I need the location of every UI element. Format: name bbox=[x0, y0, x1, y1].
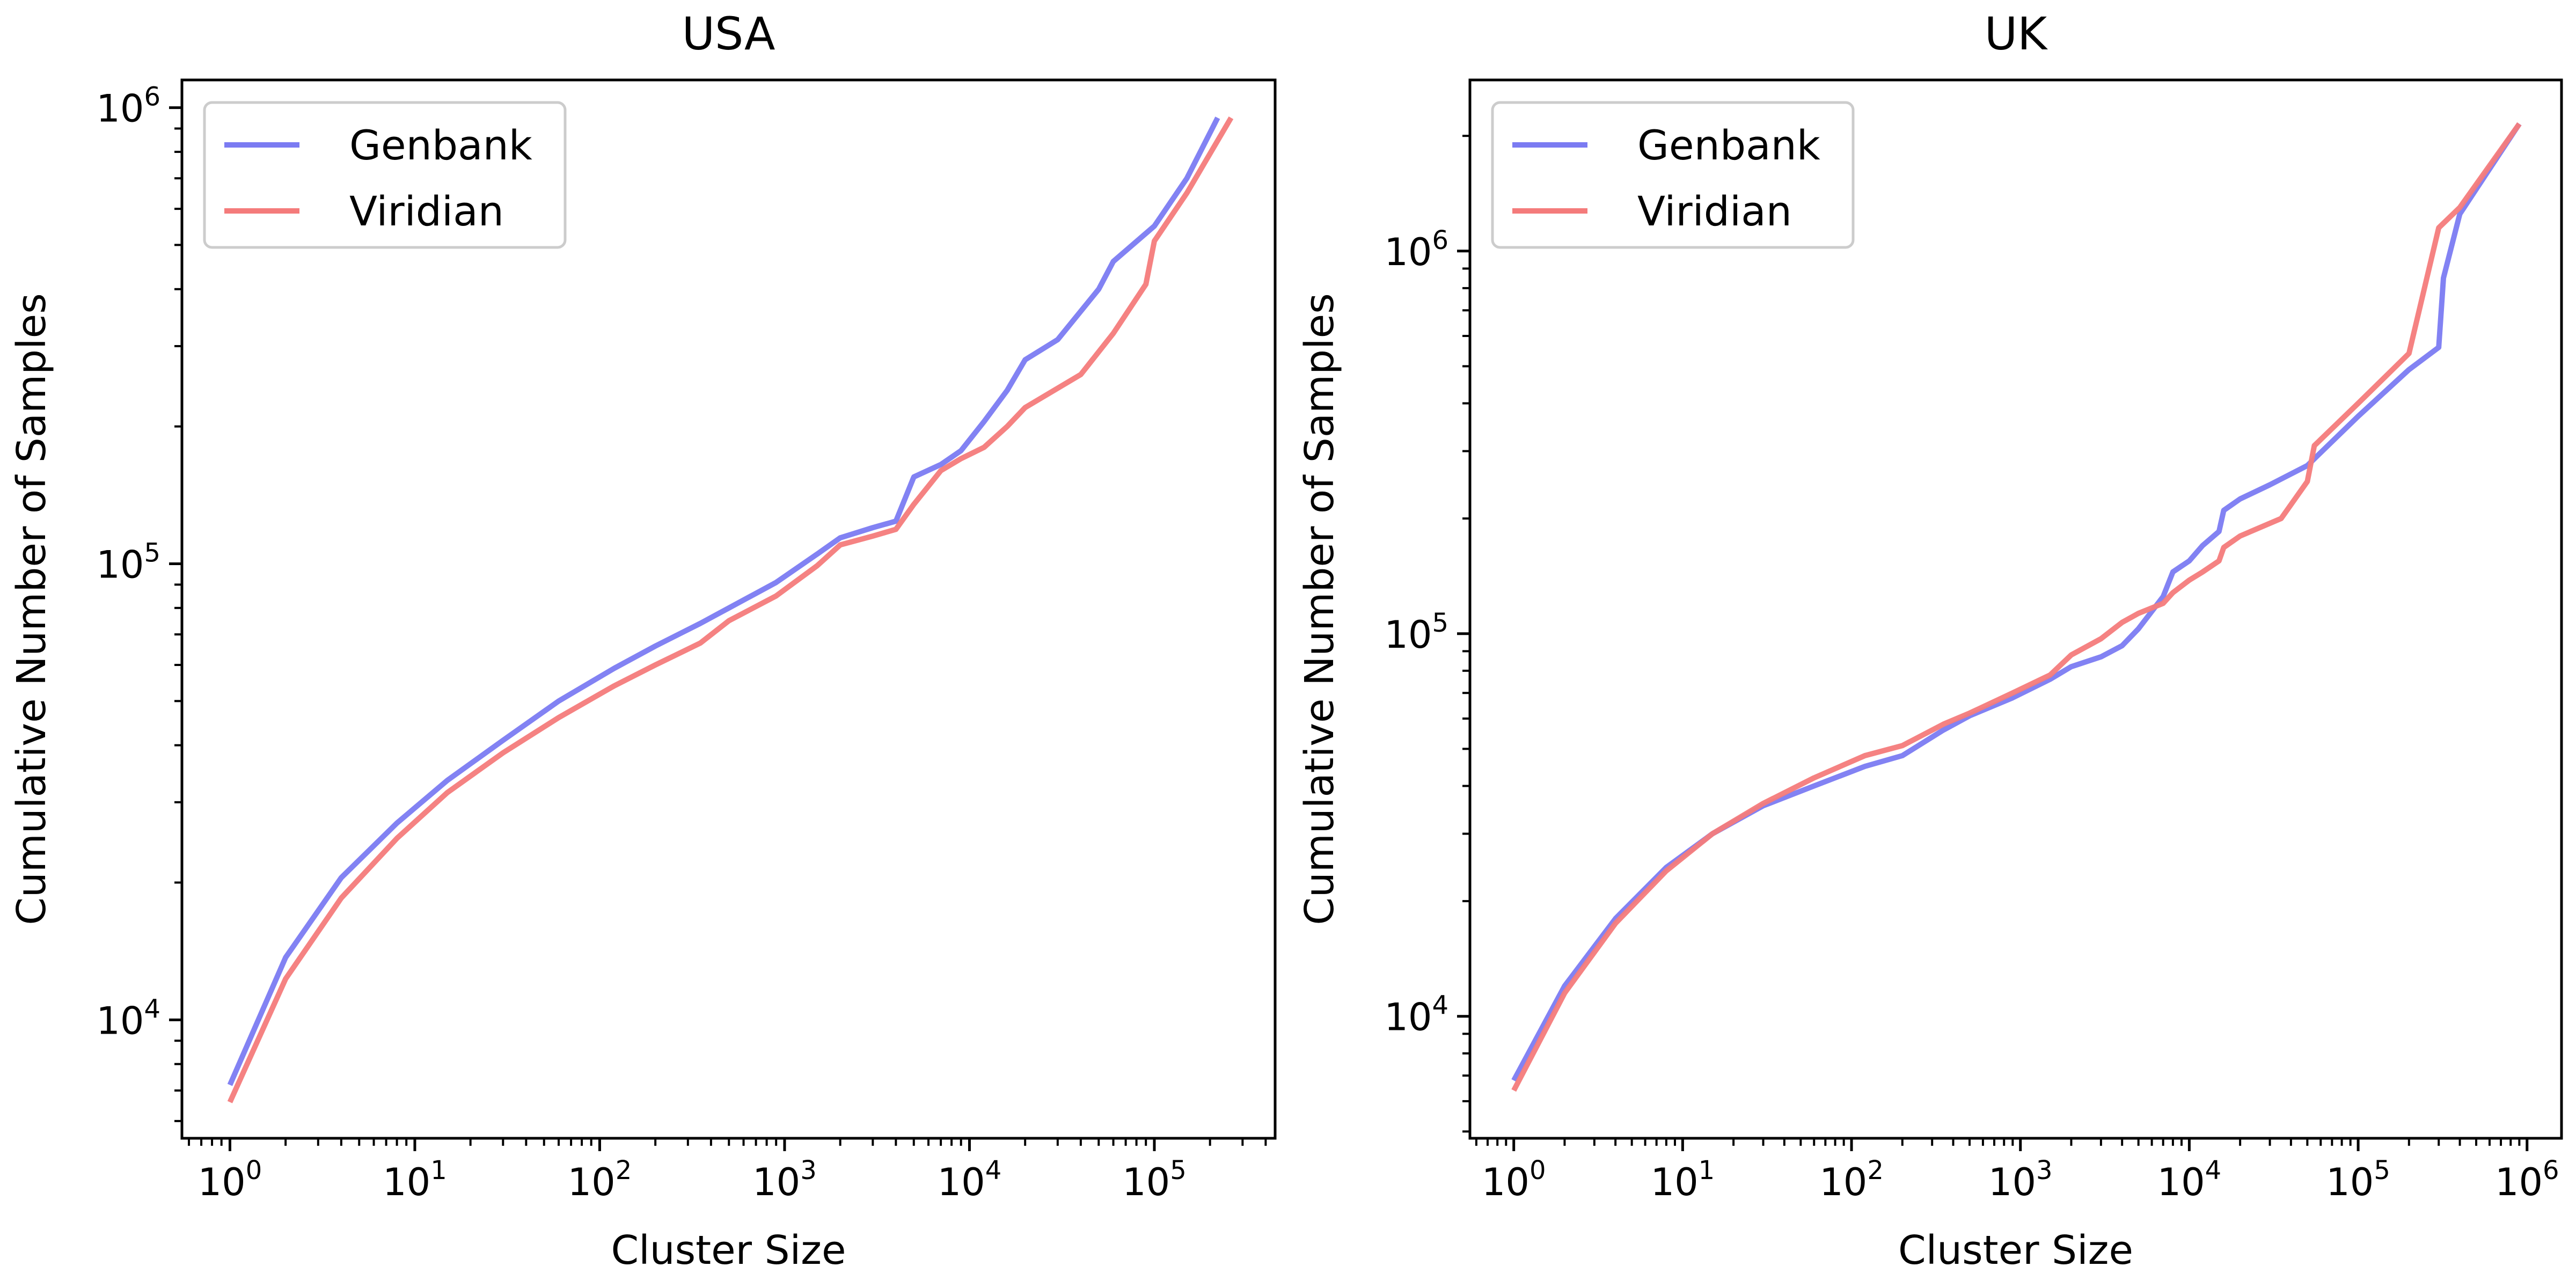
legend-label: Genbank bbox=[1637, 121, 1820, 169]
x-tick-label: 100 bbox=[1482, 1155, 1546, 1204]
legend: Genbank Viridian bbox=[203, 101, 567, 249]
x-tick-label: 103 bbox=[752, 1155, 817, 1204]
legend-label: Viridian bbox=[349, 187, 504, 235]
y-tick-label: 104 bbox=[1384, 991, 1448, 1040]
series-lines bbox=[227, 116, 1234, 1103]
series-line-viridian bbox=[227, 116, 1234, 1103]
legend: Genbank Viridian bbox=[1491, 101, 1855, 249]
x-tick-label: 101 bbox=[383, 1155, 447, 1204]
uk-panel: UK 100 101 102 103 104 105 106 104 105 106 Cluster … bbox=[1297, 8, 2563, 1274]
x-axis: 100 101 102 103 104 105 106 bbox=[1475, 1138, 2559, 1204]
axes-frame bbox=[1468, 78, 2563, 1140]
series-line-genbank bbox=[1511, 122, 2522, 1082]
y-axis-label: Cumulative Number of Samples bbox=[9, 293, 55, 925]
x-tick-label: 104 bbox=[938, 1155, 1002, 1204]
y-tick-label: 105 bbox=[96, 538, 160, 587]
y-tick-label: 104 bbox=[96, 994, 160, 1043]
y-axis: 104 105 106 bbox=[96, 82, 182, 1122]
x-axis: 100 101 102 103 104 105 bbox=[188, 1138, 1267, 1204]
x-tick-label: 105 bbox=[1122, 1155, 1187, 1204]
x-tick-label: 102 bbox=[1819, 1155, 1884, 1204]
series-line-genbank bbox=[227, 116, 1220, 1086]
series-lines bbox=[1511, 122, 2522, 1092]
x-tick-label: 100 bbox=[198, 1155, 262, 1204]
usa-panel: USA 100 101 102 103 104 105 104 105 106 Cluster Si… bbox=[9, 8, 1277, 1274]
x-tick-label: 103 bbox=[1988, 1155, 2053, 1204]
x-tick-label: 102 bbox=[568, 1155, 632, 1204]
y-axis: 104 105 106 bbox=[1384, 135, 1470, 1133]
chart-title: UK bbox=[1985, 8, 2048, 60]
x-axis-label: Cluster Size bbox=[611, 1227, 846, 1274]
x-tick-label: 106 bbox=[2495, 1155, 2559, 1204]
chart-title: USA bbox=[682, 8, 775, 60]
y-tick-label: 105 bbox=[1384, 608, 1448, 657]
legend-label: Viridian bbox=[1637, 187, 1792, 235]
x-tick-label: 101 bbox=[1651, 1155, 1715, 1204]
x-tick-label: 104 bbox=[2157, 1155, 2222, 1204]
legend-label: Genbank bbox=[349, 121, 532, 169]
x-tick-label: 105 bbox=[2326, 1155, 2390, 1204]
y-tick-label: 106 bbox=[1384, 225, 1448, 274]
y-tick-label: 106 bbox=[96, 82, 160, 131]
y-axis-label: Cumulative Number of Samples bbox=[1297, 293, 1343, 925]
series-line-viridian bbox=[1511, 122, 2522, 1092]
x-axis-label: Cluster Size bbox=[1898, 1227, 2133, 1274]
